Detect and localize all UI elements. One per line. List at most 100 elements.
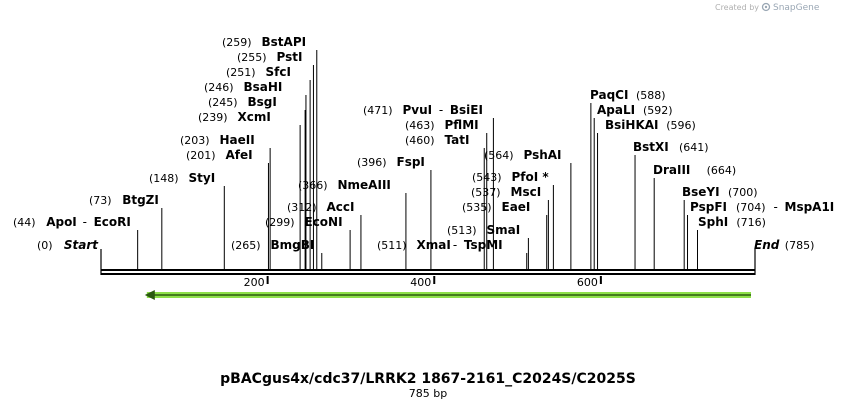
feature-track	[144, 290, 751, 300]
site-separator-pvui: -	[439, 103, 443, 117]
site-name-apali: ApaLI	[597, 103, 635, 117]
site-separator-pspfi: -	[774, 200, 778, 214]
site-label-paqci: PaqCI (588)	[590, 88, 666, 102]
site-name-apoi: ApoI	[46, 215, 77, 229]
site-position-fspi: (396)	[357, 156, 387, 169]
site-position-bsgi: (245)	[208, 96, 238, 109]
site-name-draiii: DraIII	[653, 163, 690, 177]
site-label-tati: (460) TatI	[405, 133, 469, 147]
site-name-pshai: PshAI	[524, 148, 562, 162]
site-position-bstxi: (641)	[679, 141, 709, 154]
map-title: pBACgus4x/cdc37/LRRK2 1867-2161_C2024S/C…	[220, 371, 636, 387]
arrow-left-icon	[144, 290, 155, 300]
site-label-sfci: (251) SfcI	[226, 65, 291, 79]
site-name-pflmi: PflMI	[445, 118, 479, 132]
brand-name: SnapGene	[773, 3, 820, 13]
site-position-sfci: (251)	[226, 66, 256, 79]
site-label-haeii: (203) HaeII	[180, 133, 255, 147]
site-label-fspi: (396) FspI	[357, 155, 425, 169]
site-name-acci: AccI	[327, 200, 355, 214]
site-name-paqci: PaqCI	[590, 88, 628, 102]
site-position-bsahi: (246)	[204, 81, 234, 94]
site-name-bmgbi: BmgBI	[271, 238, 315, 252]
site-position-btgzi: (73)	[89, 194, 112, 207]
site-partner-mspa1i: MspA1I	[785, 200, 835, 214]
site-position-pspfi: (704)	[736, 201, 766, 214]
site-position-sphi: (716)	[736, 216, 766, 229]
site-name-xcmi: XcmI	[238, 110, 271, 124]
site-position-xcmi: (239)	[198, 111, 228, 124]
site-name-xmai: XmaI	[417, 238, 451, 252]
site-label-bsgi: (245) BsgI	[208, 95, 277, 109]
site-label-psti: (255) PstI	[237, 50, 302, 64]
site-name-eaei: EaeI	[502, 200, 531, 214]
site-name-pvui: PvuI	[403, 103, 433, 117]
site-position-apali: (592)	[643, 104, 673, 117]
site-label-pvui: (471) PvuI - BsiEI	[363, 103, 483, 117]
site-name-bsahi: BsaHI	[244, 80, 283, 94]
site-position-apoi: (44)	[13, 216, 36, 229]
site-label-sphi: SphI (716)	[698, 215, 766, 229]
sequence-backbone	[100, 249, 756, 275]
site-label-bsihkai: BsiHKAI (596)	[605, 118, 696, 132]
site-name-btgzi: BtgZI	[122, 193, 159, 207]
site-label-bmgbi: (265) BmgBI	[231, 238, 314, 252]
site-position-acci: (312)	[287, 201, 317, 214]
site-position-nmeaiii: (366)	[298, 179, 328, 192]
site-label-xcmi: (239) XcmI	[198, 110, 271, 124]
site-label-pshai: (564) PshAI	[484, 148, 562, 162]
site-partner-ecori: EcoRI	[94, 215, 131, 229]
site-label-acci: (312) AccI	[287, 200, 354, 214]
site-position-pfoi: (543)	[472, 171, 502, 184]
tick-label-600: 600	[577, 276, 598, 289]
cut-site-lines	[137, 50, 699, 269]
site-label-end: End (785)	[754, 238, 814, 252]
site-name-bstapi: BstAPI	[262, 35, 307, 49]
site-name-styi: StyI	[189, 171, 216, 185]
site-name-tati: TatI	[445, 133, 470, 147]
site-label-smai: (513) SmaI	[447, 223, 520, 237]
ruler-ticks: 200 400 600	[244, 276, 602, 289]
credit-text: Created by	[715, 3, 759, 12]
site-name-msci: MscI	[511, 185, 542, 199]
site-name-psti: PstI	[277, 50, 303, 64]
site-position-psti: (255)	[237, 51, 267, 64]
site-label-msci: (537) MscI	[471, 185, 541, 199]
site-position-xmai: (511)	[377, 239, 407, 252]
site-separator-xmai: -	[453, 238, 457, 252]
site-name-smai: SmaI	[487, 223, 521, 237]
site-name-bseyi: BseYI	[682, 185, 720, 199]
site-separator-apoi: -	[83, 215, 87, 229]
site-partner-bsiei: BsiEI	[450, 103, 483, 117]
site-label-bstxi: BstXI (641)	[633, 140, 709, 154]
site-name-end: End	[754, 238, 780, 252]
site-name-econi: EcoNI	[305, 215, 343, 229]
site-name-bsgi: BsgI	[248, 95, 277, 109]
site-label-pflmi: (463) PflMI	[405, 118, 479, 132]
site-position-smai: (513)	[447, 224, 477, 237]
site-position-bstapi: (259)	[222, 36, 252, 49]
site-position-pflmi: (463)	[405, 119, 435, 132]
site-position-styi: (148)	[149, 172, 179, 185]
tick-label-200: 200	[244, 276, 265, 289]
site-position-tati: (460)	[405, 134, 435, 147]
site-name-haeii: HaeII	[220, 133, 255, 147]
snapgene-logo-icon	[761, 2, 771, 12]
site-name-fspi: FspI	[397, 155, 425, 169]
site-name-pspfi: PspFI	[690, 200, 727, 214]
site-label-afei: (201) AfeI	[186, 148, 253, 162]
site-label-draiii: DraIII (664)	[653, 163, 736, 177]
site-position-start: (0)	[37, 239, 53, 252]
site-label-bstapi: (259) BstAPI	[222, 35, 306, 49]
site-label-start: (0) Start	[37, 238, 99, 252]
site-position-end: (785)	[785, 239, 815, 252]
site-label-nmeaiii: (366) NmeAIII	[298, 178, 391, 192]
site-position-econi: (299)	[265, 216, 295, 229]
site-label-eaei: (535) EaeI	[462, 200, 530, 214]
site-partner-tspmi: TspMI	[464, 238, 503, 252]
site-label-apali: ApaLI (592)	[597, 103, 673, 117]
site-label-btgzi: (73) BtgZI	[89, 193, 159, 207]
site-label-bsahi: (246) BsaHI	[204, 80, 282, 94]
site-position-bsihkai: (596)	[666, 119, 696, 132]
